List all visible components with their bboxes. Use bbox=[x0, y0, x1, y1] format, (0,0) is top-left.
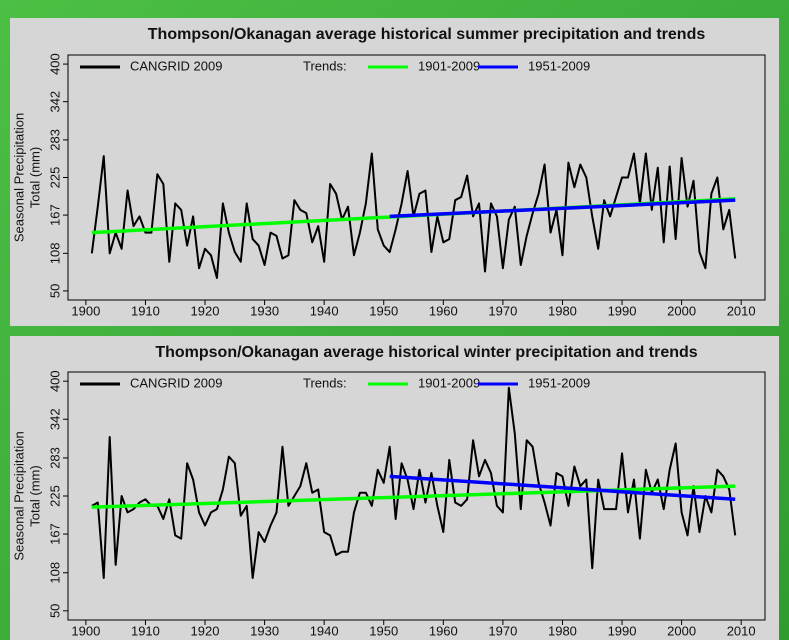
legend-label: CANGRID 2009 bbox=[130, 58, 222, 73]
x-tick-label: 1930 bbox=[250, 623, 279, 638]
x-tick-label: 2010 bbox=[727, 623, 756, 638]
y-tick-label: 225 bbox=[47, 167, 62, 189]
y-tick-label: 167 bbox=[47, 204, 62, 226]
y-tick-label: 400 bbox=[47, 370, 62, 392]
y-tick-label: 225 bbox=[47, 485, 62, 507]
x-tick-label: 1940 bbox=[310, 623, 339, 638]
x-tick-label: 1980 bbox=[548, 623, 577, 638]
legend-label: 1901-2009 bbox=[418, 375, 480, 390]
x-tick-label: 1990 bbox=[608, 623, 637, 638]
x-tick-label: 1900 bbox=[71, 303, 100, 318]
x-tick-label: 1910 bbox=[131, 303, 160, 318]
x-tick-label: 1920 bbox=[191, 623, 220, 638]
y-tick-label: 283 bbox=[47, 129, 62, 151]
y-axis-label: Seasonal Precipitation bbox=[11, 113, 26, 242]
legend-label: CANGRID 2009 bbox=[130, 375, 222, 390]
legend-label: 1951-2009 bbox=[528, 58, 590, 73]
x-tick-label: 1960 bbox=[429, 623, 458, 638]
trend-line bbox=[389, 198, 736, 219]
y-axis-label: Total (mm) bbox=[27, 465, 42, 526]
y-tick-label: 400 bbox=[47, 53, 62, 75]
x-tick-label: 1920 bbox=[191, 303, 220, 318]
trend-line bbox=[389, 474, 736, 502]
x-tick-label: 1940 bbox=[310, 303, 339, 318]
legend-title: Trends: bbox=[303, 375, 347, 390]
x-tick-label: 1960 bbox=[429, 303, 458, 318]
x-tick-label: 1950 bbox=[369, 623, 398, 638]
x-tick-label: 1970 bbox=[488, 303, 517, 318]
y-tick-label: 342 bbox=[47, 408, 62, 430]
x-tick-label: 1970 bbox=[488, 623, 517, 638]
x-tick-label: 2000 bbox=[667, 303, 696, 318]
y-tick-label: 50 bbox=[47, 604, 62, 618]
legend-label: 1951-2009 bbox=[528, 375, 590, 390]
panel bbox=[10, 18, 779, 326]
y-tick-label: 283 bbox=[47, 447, 62, 469]
legend-label: 1901-2009 bbox=[418, 58, 480, 73]
y-axis-label: Total (mm) bbox=[27, 147, 42, 208]
x-tick-label: 1990 bbox=[608, 303, 637, 318]
chart-title: Thompson/Okanagan average historical sum… bbox=[148, 26, 706, 43]
legend-title: Trends: bbox=[303, 58, 347, 73]
y-tick-label: 108 bbox=[47, 242, 62, 264]
y-tick-label: 108 bbox=[47, 562, 62, 584]
y-axis-label: Seasonal Precipitation bbox=[11, 431, 26, 560]
x-tick-label: 1900 bbox=[71, 623, 100, 638]
x-tick-label: 1930 bbox=[250, 303, 279, 318]
x-tick-label: 2010 bbox=[727, 303, 756, 318]
data-line bbox=[91, 386, 737, 580]
trend-line bbox=[91, 484, 736, 509]
y-tick-label: 342 bbox=[47, 91, 62, 113]
x-tick-label: 1910 bbox=[131, 623, 160, 638]
y-tick-label: 167 bbox=[47, 523, 62, 545]
y-tick-label: 50 bbox=[47, 284, 62, 298]
x-tick-label: 1980 bbox=[548, 303, 577, 318]
chart-title: Thompson/Okanagan average historical win… bbox=[155, 344, 697, 361]
x-tick-label: 1950 bbox=[369, 303, 398, 318]
x-tick-label: 2000 bbox=[667, 623, 696, 638]
